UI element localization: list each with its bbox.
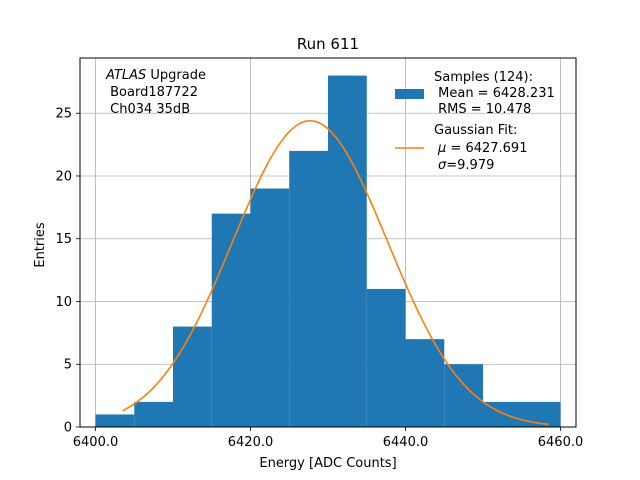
histogram-bar bbox=[483, 401, 561, 427]
legend-sigma-symbol: σ bbox=[438, 158, 447, 173]
histogram-bar bbox=[211, 213, 251, 427]
y-tick-label: 10 bbox=[55, 295, 72, 310]
legend-samples-rms: RMS = 10.478 bbox=[434, 102, 531, 117]
y-tick-label: 5 bbox=[64, 358, 72, 373]
x-tick-label: 6440.0 bbox=[383, 435, 429, 450]
histogram-bar bbox=[405, 339, 445, 427]
legend-fit-sigma: σ=9.979 bbox=[438, 158, 494, 173]
legend-mu-value: = 6427.691 bbox=[446, 141, 527, 156]
histogram-bar bbox=[289, 150, 328, 427]
annotation-atlas: ATLAS bbox=[105, 68, 146, 83]
x-tick-label: 6460.0 bbox=[538, 435, 584, 450]
x-tick-label: 6400.0 bbox=[73, 435, 119, 450]
histogram-bar bbox=[95, 414, 135, 427]
histogram-bar bbox=[366, 288, 406, 427]
legend-samples-mean: Mean = 6428.231 bbox=[434, 86, 555, 101]
histogram-bar bbox=[173, 326, 212, 427]
gaussian-fit-curve bbox=[122, 119, 549, 426]
plot-frame bbox=[79, 57, 577, 428]
legend-fit-label: Gaussian Fit: bbox=[434, 123, 517, 138]
x-tick-label: 6420.0 bbox=[228, 435, 274, 450]
x-axis-ticks: 6400.0 6420.0 6440.0 6460.0 bbox=[73, 427, 584, 450]
annotation-line-1: ATLAS Upgrade bbox=[105, 68, 206, 83]
legend-samples-label: Samples (124): bbox=[434, 70, 533, 85]
annotation-line-3: Ch034 35dB bbox=[106, 102, 190, 117]
histogram-bar bbox=[134, 401, 173, 427]
legend-fit-mu: μ = 6427.691 bbox=[437, 141, 527, 156]
y-axis-ticks: 0 5 10 15 20 25 bbox=[55, 107, 80, 436]
legend-mu-symbol: μ bbox=[437, 141, 446, 156]
y-tick-label: 20 bbox=[55, 169, 72, 184]
y-tick-label: 0 bbox=[64, 421, 72, 436]
annotation-upgrade: Upgrade bbox=[146, 68, 206, 83]
chart-title: Run 611 bbox=[297, 35, 359, 53]
legend-sigma-value: =9.979 bbox=[446, 158, 494, 173]
histogram-bar bbox=[250, 188, 290, 427]
legend-bar-swatch bbox=[395, 89, 424, 99]
y-tick-label: 15 bbox=[55, 232, 72, 247]
histogram-bars bbox=[95, 75, 561, 428]
annotation-box: ATLAS Upgrade Board187722 Ch034 35dB bbox=[105, 68, 206, 117]
x-axis-label: Energy [ADC Counts] bbox=[259, 456, 396, 471]
legend: Samples (124): Mean = 6428.231 RMS = 10.… bbox=[395, 70, 555, 173]
histogram-bar bbox=[444, 364, 483, 427]
y-axis-label: Entries bbox=[33, 222, 48, 268]
gaussian-fit-line bbox=[122, 119, 549, 426]
y-tick-label: 25 bbox=[55, 107, 72, 122]
annotation-line-2: Board187722 bbox=[106, 85, 198, 100]
histogram-bar bbox=[328, 75, 367, 428]
